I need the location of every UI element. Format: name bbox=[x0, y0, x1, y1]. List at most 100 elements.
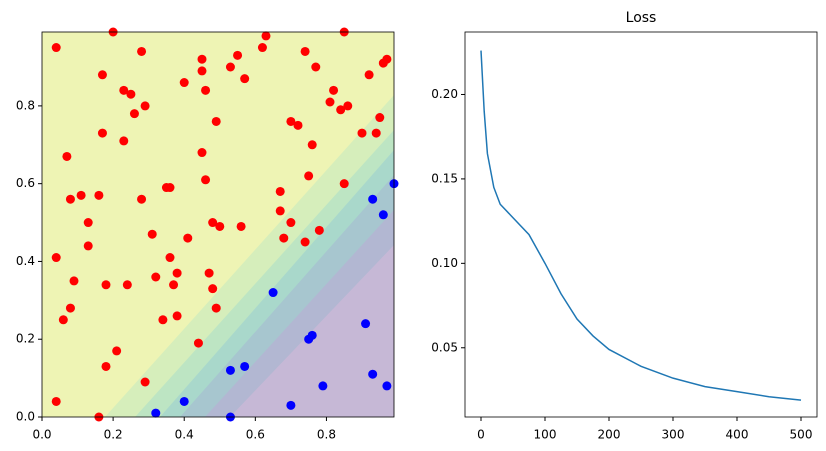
point bbox=[225, 365, 235, 375]
point bbox=[197, 66, 207, 76]
point bbox=[261, 31, 271, 41]
point bbox=[62, 151, 72, 161]
y-tick-label: 0.20 bbox=[431, 87, 458, 101]
x-tick-label: 0.8 bbox=[317, 428, 336, 442]
x-tick-label: 0.2 bbox=[104, 428, 123, 442]
point bbox=[119, 136, 129, 146]
point bbox=[375, 113, 385, 123]
point bbox=[97, 128, 107, 138]
point bbox=[208, 284, 218, 294]
point bbox=[368, 369, 378, 379]
x-tick-label: 0 bbox=[477, 428, 485, 442]
x-tick-label: 0.6 bbox=[246, 428, 265, 442]
point bbox=[304, 334, 314, 344]
y-tick-label: 0.8 bbox=[16, 98, 35, 112]
point bbox=[382, 54, 392, 64]
y-tick-label: 0.2 bbox=[16, 332, 35, 346]
point bbox=[275, 186, 285, 196]
point bbox=[211, 303, 221, 313]
point bbox=[151, 272, 161, 282]
point bbox=[197, 148, 207, 158]
point bbox=[122, 280, 132, 290]
point bbox=[179, 396, 189, 406]
point bbox=[357, 128, 367, 138]
point bbox=[76, 190, 86, 200]
point bbox=[140, 377, 150, 387]
point bbox=[314, 225, 324, 235]
point bbox=[201, 85, 211, 95]
point bbox=[83, 218, 93, 228]
y-tick-label: 0.0 bbox=[16, 410, 35, 424]
point bbox=[69, 276, 79, 286]
point bbox=[165, 253, 175, 263]
point bbox=[65, 303, 75, 313]
point bbox=[204, 268, 214, 278]
point bbox=[268, 288, 278, 298]
point bbox=[101, 361, 111, 371]
point bbox=[215, 221, 225, 231]
point bbox=[329, 85, 339, 95]
point bbox=[208, 218, 218, 228]
point bbox=[165, 183, 175, 193]
point bbox=[236, 221, 246, 231]
point bbox=[51, 396, 61, 406]
point bbox=[361, 319, 371, 329]
x-tick-label: 500 bbox=[790, 428, 813, 442]
x-tick-label: 0.4 bbox=[175, 428, 194, 442]
point bbox=[311, 62, 321, 72]
point bbox=[339, 179, 349, 189]
y-tick-label: 0.4 bbox=[16, 254, 35, 268]
point bbox=[293, 120, 303, 130]
x-tick-label: 400 bbox=[726, 428, 749, 442]
x-tick-label: 200 bbox=[598, 428, 621, 442]
point bbox=[129, 109, 139, 119]
point bbox=[147, 229, 157, 239]
point bbox=[300, 46, 310, 56]
y-tick-label: 0.05 bbox=[431, 340, 458, 354]
point bbox=[97, 70, 107, 80]
point bbox=[286, 400, 296, 410]
point bbox=[211, 116, 221, 126]
point bbox=[83, 241, 93, 251]
point bbox=[257, 43, 267, 53]
point bbox=[51, 43, 61, 53]
point bbox=[336, 105, 346, 115]
loss-line bbox=[480, 50, 802, 401]
point bbox=[58, 315, 68, 325]
point bbox=[364, 70, 374, 80]
point bbox=[51, 253, 61, 263]
point bbox=[101, 280, 111, 290]
point bbox=[172, 268, 182, 278]
y-tick-label: 0.15 bbox=[431, 171, 458, 185]
point bbox=[233, 50, 243, 60]
point bbox=[343, 101, 353, 111]
point bbox=[112, 346, 122, 356]
y-tick-label: 0.10 bbox=[431, 256, 458, 270]
x-tick-label: 100 bbox=[534, 428, 557, 442]
point bbox=[179, 78, 189, 88]
point bbox=[137, 46, 147, 56]
point bbox=[371, 128, 381, 138]
point bbox=[65, 194, 75, 204]
point bbox=[325, 97, 335, 107]
point bbox=[193, 338, 203, 348]
point bbox=[126, 89, 136, 99]
point bbox=[94, 190, 104, 200]
point bbox=[201, 175, 211, 185]
point bbox=[279, 233, 289, 243]
axes-frame bbox=[41, 31, 395, 418]
x-tick-label: 0.0 bbox=[32, 428, 51, 442]
y-tick-label: 0.6 bbox=[16, 176, 35, 190]
point bbox=[240, 74, 250, 84]
point bbox=[378, 210, 388, 220]
point bbox=[169, 280, 179, 290]
point bbox=[300, 237, 310, 247]
point bbox=[119, 85, 129, 95]
point bbox=[368, 194, 378, 204]
point bbox=[286, 218, 296, 228]
point bbox=[240, 361, 250, 371]
point bbox=[140, 101, 150, 111]
point bbox=[286, 116, 296, 126]
x-tick-label: 300 bbox=[662, 428, 685, 442]
